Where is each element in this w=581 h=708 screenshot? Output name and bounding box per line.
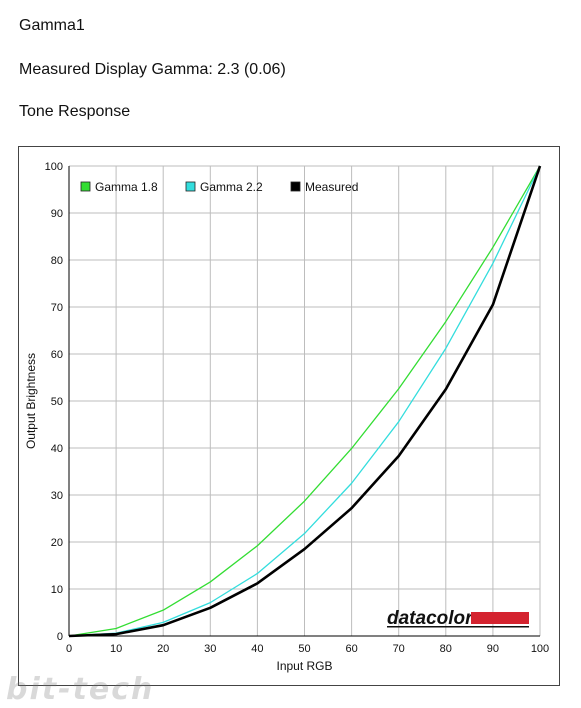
series-line-gamma-1-8: [68, 165, 541, 637]
grid: [68, 165, 541, 637]
y-tick-label: 90: [51, 208, 63, 220]
x-tick-label: 60: [345, 643, 357, 655]
datacolor-logo-text: datacolor: [387, 608, 474, 629]
datacolor-logo-bar: [471, 612, 529, 624]
datacolor-logo-underline: [387, 626, 529, 628]
y-tick-label: 40: [51, 443, 63, 455]
y-tick-label: 70: [51, 302, 63, 314]
bit-tech-watermark: bit-tech: [6, 672, 155, 707]
y-tick-label: 50: [51, 396, 63, 408]
x-tick-label: 50: [298, 643, 310, 655]
legend-swatch: [185, 181, 196, 192]
x-tick-label: 90: [487, 643, 499, 655]
axes: 0 10 20 30 40 50 60 70 80 90 100 0 10 20 30 40 50 60 70 80 9…: [24, 161, 549, 673]
tone-response-chart: 0 10 20 30 40 50 60 70 80 90 100 0 10 20 30 40 50 60 70 80 9…: [18, 146, 560, 686]
y-tick-label: 20: [51, 537, 63, 549]
x-axis-label: Input RGB: [276, 659, 332, 673]
chart-name-title: Gamma1: [19, 17, 85, 34]
y-tick-label: 100: [45, 161, 63, 173]
tone-response-heading: Tone Response: [19, 103, 131, 120]
y-tick-label: 80: [51, 255, 63, 267]
y-tick-label: 60: [51, 349, 63, 361]
legend-label: Gamma 1.8: [95, 180, 158, 194]
x-tick-label: 0: [66, 643, 72, 655]
y-tick-label: 0: [57, 631, 63, 643]
datacolor-logo: datacolor: [387, 608, 529, 629]
y-tick-label: 10: [51, 584, 63, 596]
legend-label: Gamma 2.2: [200, 180, 263, 194]
x-tick-label: 40: [251, 643, 263, 655]
x-tick-label: 20: [157, 643, 169, 655]
series-line-measured: [68, 165, 542, 638]
x-tick-label: 70: [393, 643, 405, 655]
legend: Gamma 1.8 Gamma 2.2 Measured: [80, 180, 358, 194]
series-lines: [68, 165, 542, 638]
legend-swatch: [80, 181, 91, 192]
x-tick-label: 100: [531, 643, 549, 655]
series-line-gamma-2-2: [68, 165, 541, 637]
chart-svg: 0 10 20 30 40 50 60 70 80 90 100 0 10 20 30 40 50 60 70 80 9…: [24, 161, 549, 673]
x-tick-label: 80: [440, 643, 452, 655]
legend-swatch: [290, 181, 301, 192]
y-axis-label: Output Brightness: [24, 353, 38, 449]
x-tick-label: 10: [110, 643, 122, 655]
y-tick-label: 30: [51, 490, 63, 502]
x-tick-label: 30: [204, 643, 216, 655]
measured-gamma-text: Measured Display Gamma: 2.3 (0.06): [19, 61, 286, 78]
legend-label: Measured: [305, 180, 358, 194]
